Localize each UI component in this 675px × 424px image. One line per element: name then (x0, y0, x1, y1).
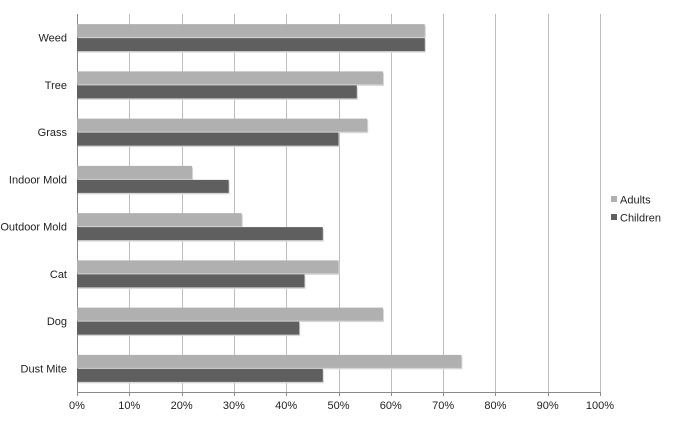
category-label: Grass (38, 127, 68, 139)
bar-adults (77, 260, 339, 274)
bar-children (77, 38, 425, 52)
bar-children (77, 321, 300, 335)
bar-children (77, 274, 305, 288)
x-tick-label: 40% (275, 400, 297, 412)
x-tick-label: 10% (118, 400, 140, 412)
bar-adults (77, 354, 462, 368)
x-tick-label: 60% (380, 400, 402, 412)
legend-swatch-adults (611, 196, 617, 202)
legend-swatch-children (611, 214, 617, 220)
bar-adults (77, 24, 425, 38)
x-tick-label: 70% (432, 400, 454, 412)
bar-children (77, 179, 229, 193)
category-label: Tree (45, 80, 67, 92)
x-axis-tick-labels: 0% 10% 20% 30% 40% 50% 60% 70% 80% 90% 100% (69, 400, 614, 412)
legend: Adults Children (611, 195, 661, 225)
bar-adults (77, 165, 193, 179)
bar-adults (77, 307, 383, 321)
x-tick-label: 90% (537, 400, 559, 412)
legend-label: Children (620, 213, 661, 225)
category-label: Indoor Mold (9, 174, 67, 186)
category-label: Outdoor Mold (0, 222, 67, 234)
bar-adults (77, 213, 242, 227)
category-label: Cat (50, 269, 67, 281)
bar-children (77, 132, 339, 146)
x-tick-label: 30% (223, 400, 245, 412)
x-tick-label: 100% (586, 400, 614, 412)
category-label: Weed (38, 33, 67, 45)
bar-children (77, 227, 323, 241)
category-labels: Weed Tree Grass Indoor Mold Outdoor Mold Cat D… (0, 33, 67, 376)
category-label: Dust Mite (21, 363, 67, 375)
bar-adults (77, 71, 383, 85)
bar-children (77, 368, 323, 382)
gridlines (77, 14, 601, 396)
bar-adults (77, 118, 368, 132)
x-tick-label: 0% (69, 400, 85, 412)
category-label: Dog (47, 316, 67, 328)
bars (77, 24, 463, 384)
x-tick-label: 20% (171, 400, 193, 412)
legend-label: Adults (620, 195, 651, 207)
bar-children (77, 85, 357, 99)
x-tick-label: 80% (484, 400, 506, 412)
x-tick-label: 50% (327, 400, 349, 412)
